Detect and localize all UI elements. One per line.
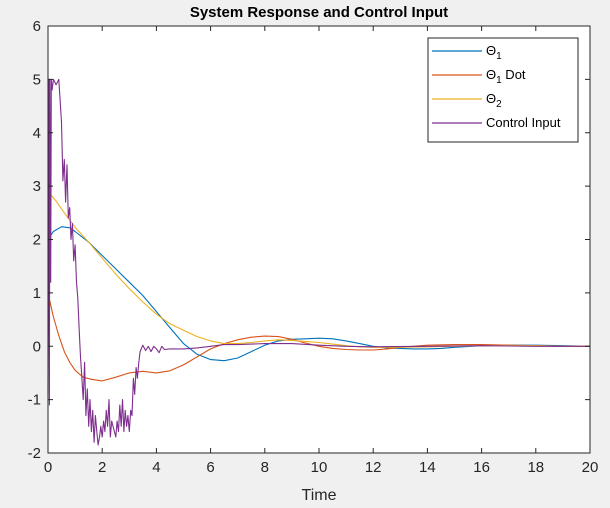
x-tick-label: 18 [527,459,544,476]
x-tick-label: 0 [44,459,52,476]
legend-box [427,37,579,143]
y-tick-label: -2 [28,445,41,462]
legend-entry: Θ2 [486,91,502,110]
x-axis-label: Time [302,487,337,504]
y-tick-label: 1 [33,285,41,302]
x-tick-label: 14 [419,459,436,476]
y-tick-label: 4 [33,125,41,142]
legend: Θ1 Θ1 Dot Θ2 Control Input [427,37,579,143]
series-line-3 [47,78,590,446]
x-tick-label: 10 [311,459,328,476]
series-layer [47,78,591,446]
chart-title: System Response and Control Input [190,4,448,21]
x-tick-label: 2 [98,459,106,476]
x-tick-label: 12 [365,459,382,476]
x-tick-label: 6 [206,459,214,476]
legend-entry: Θ1 Dot [486,67,526,86]
y-tick-label: 3 [33,178,41,195]
x-tick-label: 16 [473,459,490,476]
y-tick-label: -1 [28,392,41,409]
series-line-0 [47,226,591,362]
x-tick-label: 20 [582,459,599,476]
x-tick-label: 8 [261,459,269,476]
y-tick-label: 5 [33,71,41,88]
y-tick-label: 6 [33,18,41,35]
y-tick-label: 0 [33,338,41,355]
legend-entry: Θ1 [486,43,502,62]
x-tick-label: 4 [152,459,160,476]
legend-entry: Control Input [486,115,561,130]
y-tick-label: 2 [33,232,41,249]
